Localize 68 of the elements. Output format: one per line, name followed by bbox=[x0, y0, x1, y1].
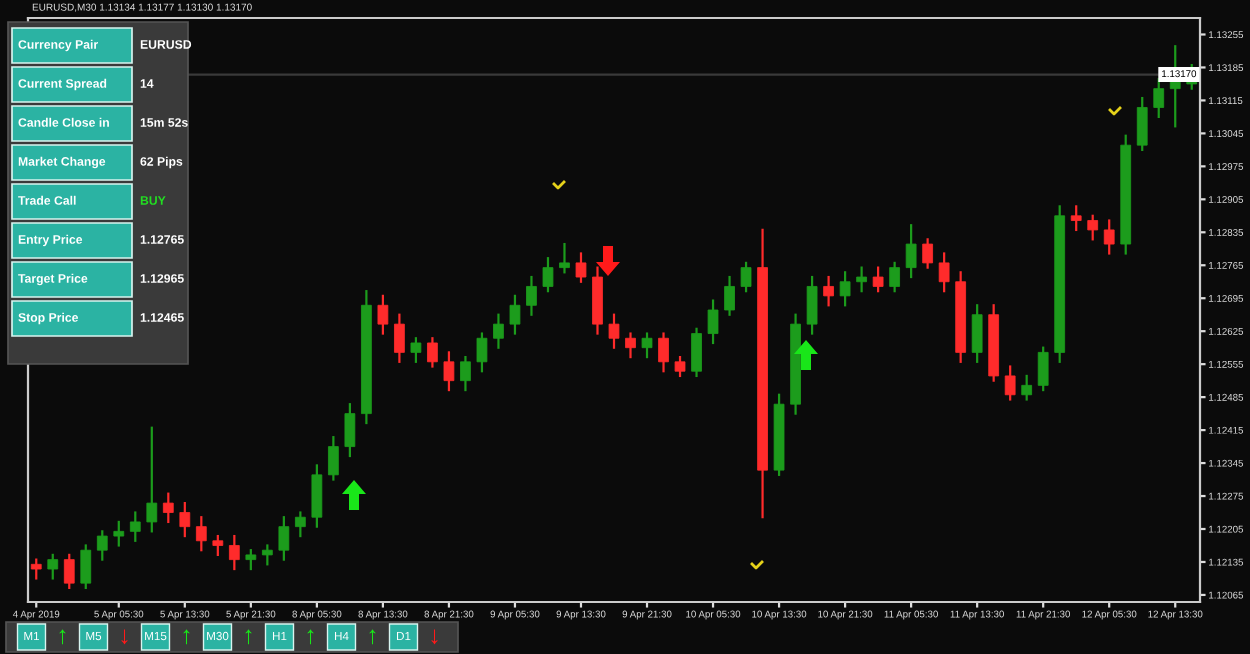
candlestick bbox=[129, 511, 141, 542]
text: ↑ bbox=[183, 629, 190, 645]
candlestick bbox=[592, 266, 603, 335]
candlestick bbox=[96, 530, 108, 561]
candlestick bbox=[823, 275, 834, 307]
candlestick bbox=[328, 436, 339, 481]
candlestick bbox=[311, 464, 323, 528]
text: ↓ bbox=[121, 629, 128, 645]
candlestick bbox=[278, 516, 290, 561]
candlestick bbox=[674, 355, 686, 378]
candlestick bbox=[228, 534, 240, 571]
candlestick bbox=[707, 299, 719, 345]
candlestick bbox=[344, 403, 356, 458]
candlestick bbox=[47, 553, 59, 580]
candlestick bbox=[245, 549, 257, 571]
candlestick bbox=[542, 257, 554, 293]
text: ↑ bbox=[59, 629, 66, 645]
text: ↑ bbox=[369, 629, 376, 645]
candlestick bbox=[394, 313, 405, 363]
candlestick bbox=[889, 261, 900, 293]
candlestick bbox=[427, 337, 438, 368]
candlestick bbox=[625, 332, 636, 359]
candlestick bbox=[1070, 205, 1082, 232]
candlestick bbox=[212, 534, 224, 557]
candlestick bbox=[641, 332, 653, 359]
candlestick bbox=[146, 426, 158, 533]
candlestick bbox=[872, 266, 884, 293]
candlestick bbox=[839, 271, 851, 307]
candlestick bbox=[63, 553, 75, 589]
candlestick bbox=[938, 252, 950, 293]
candlestick bbox=[608, 313, 620, 349]
candlestick bbox=[377, 294, 389, 335]
candlestick bbox=[294, 511, 306, 538]
text: ↑ bbox=[245, 629, 252, 645]
candlestick bbox=[724, 275, 735, 316]
candlestick bbox=[30, 558, 42, 580]
candlestick bbox=[113, 520, 125, 547]
candlestick bbox=[80, 544, 92, 589]
candlestick bbox=[905, 224, 917, 279]
candlestick bbox=[476, 332, 488, 373]
candlestick bbox=[856, 266, 867, 293]
candlestick bbox=[971, 304, 983, 363]
candlestick bbox=[460, 355, 471, 392]
candlestick bbox=[658, 332, 669, 373]
candlestick bbox=[179, 501, 191, 538]
candlestick bbox=[691, 327, 702, 378]
candlestick bbox=[806, 275, 818, 335]
candlestick bbox=[509, 294, 521, 335]
candlestick bbox=[1021, 374, 1033, 401]
candlestick bbox=[443, 351, 455, 392]
candlestick bbox=[1136, 96, 1148, 151]
candlestick bbox=[261, 544, 273, 566]
candlestick bbox=[410, 337, 422, 363]
candlestick bbox=[195, 516, 207, 552]
text: ↓ bbox=[431, 629, 438, 645]
candlestick bbox=[1037, 346, 1049, 392]
candlestick bbox=[740, 261, 752, 293]
text: ↑ bbox=[307, 629, 314, 645]
candlestick bbox=[1153, 78, 1165, 119]
candlestick bbox=[922, 238, 934, 269]
candlestick bbox=[162, 492, 174, 524]
candlestick bbox=[526, 275, 537, 316]
candlestick bbox=[1004, 365, 1016, 401]
candlestick bbox=[1087, 214, 1099, 241]
candlestick bbox=[493, 313, 504, 349]
candlestick bbox=[1103, 219, 1115, 255]
candlestick bbox=[575, 252, 587, 283]
candlestick bbox=[559, 242, 570, 274]
